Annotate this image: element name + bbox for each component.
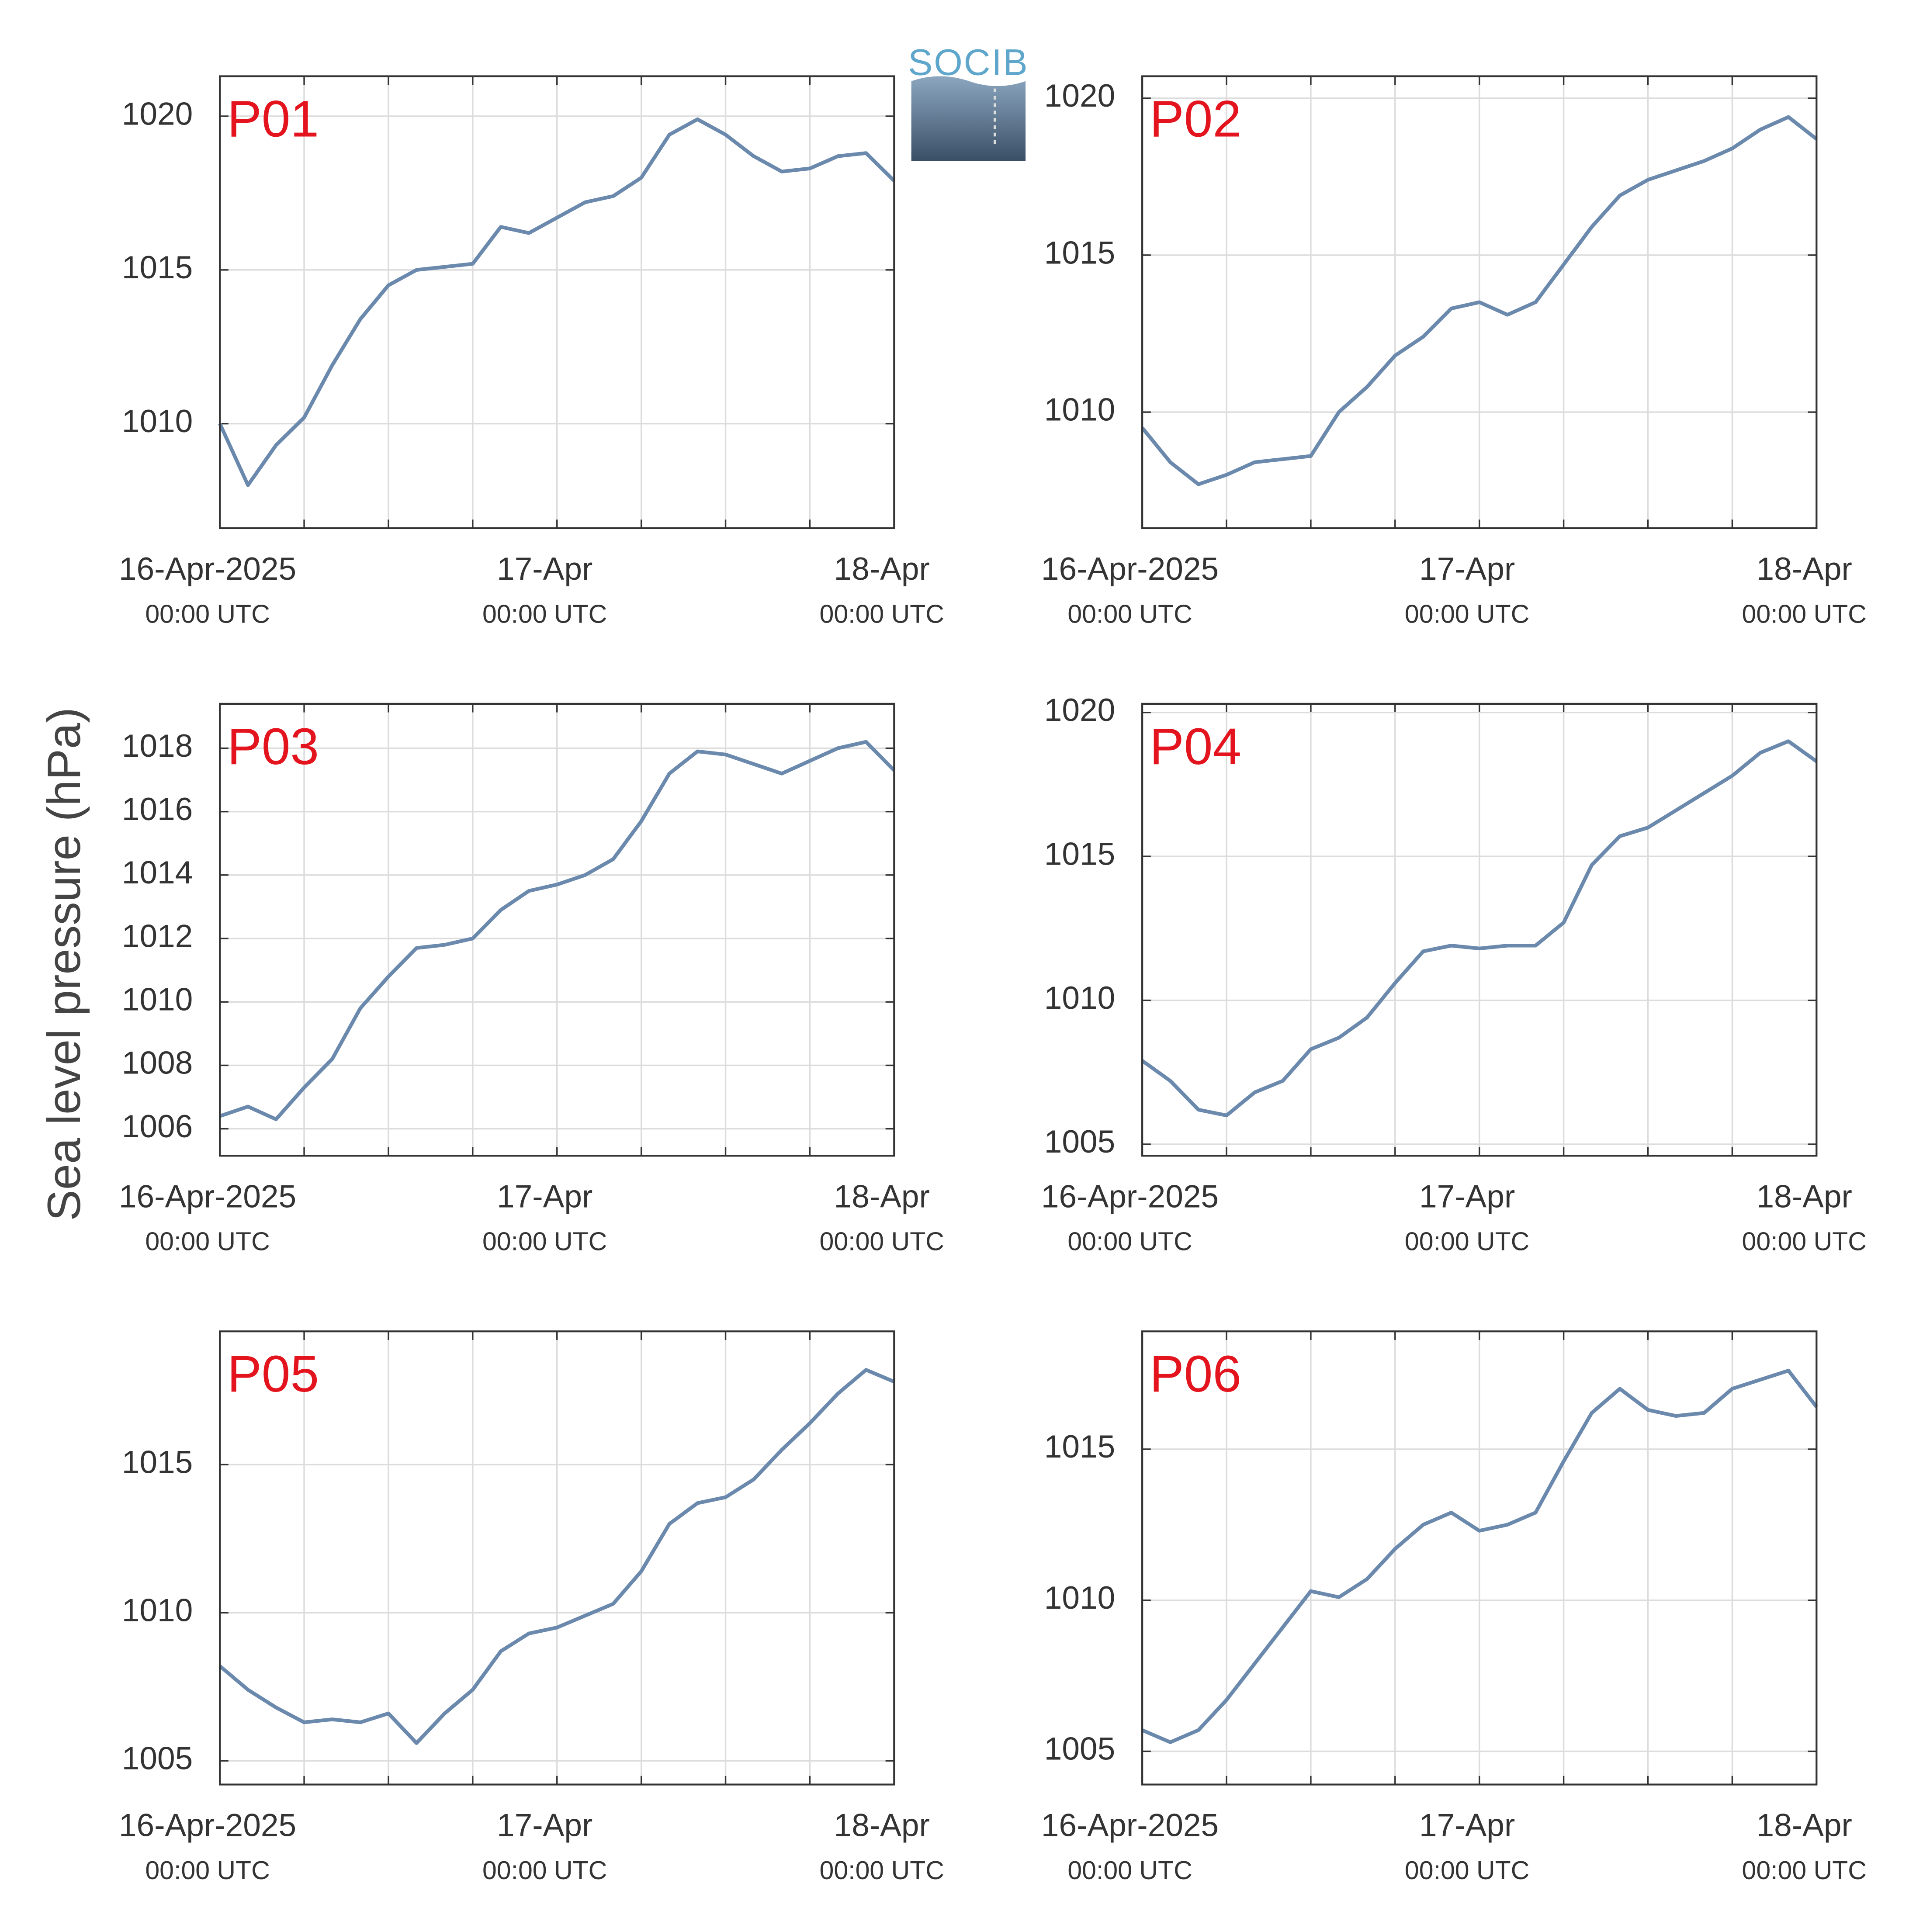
y-tick-label: 1015	[122, 1445, 193, 1480]
panel-title: P05	[227, 1345, 319, 1403]
series-line	[1140, 115, 1818, 486]
x-tick-label: 18-Apr 00:00 UTC	[1742, 1179, 1867, 1256]
x-tick-label: 17-Apr 00:00 UTC	[482, 1808, 607, 1885]
y-tick-label: 1010	[1044, 980, 1116, 1016]
y-tick-label: 1014	[122, 855, 193, 890]
x-tick-label: 16-Apr-2025 00:00 UTC	[1041, 1179, 1219, 1256]
y-tick-label: 1005	[1044, 1731, 1116, 1767]
subplot: 16-Apr-2025 00:00 UTC 17-Apr 00:00 UTC 18-Ap…	[1041, 75, 1867, 628]
y-tick-label: 1012	[122, 918, 193, 954]
y-tick-label: 1020	[122, 96, 193, 132]
panel-title: P04	[1150, 718, 1241, 776]
series-line	[218, 1368, 895, 1745]
y-tick-label: 1005	[122, 1741, 193, 1776]
x-tick-label: 16-Apr-2025 00:00 UTC	[119, 551, 296, 628]
x-tick-label: 17-Apr 00:00 UTC	[1405, 1808, 1529, 1885]
x-tick-label: 16-Apr-2025 00:00 UTC	[1041, 1808, 1219, 1885]
plot-frame	[219, 1330, 895, 1786]
y-tick-label: 1006	[122, 1109, 193, 1144]
panel-title: P02	[1150, 90, 1241, 148]
logo: SOCIB	[908, 42, 1029, 161]
x-tick-label: 18-Apr 00:00 UTC	[820, 1179, 944, 1256]
y-tick-label: 1005	[1044, 1124, 1116, 1160]
y-tick-label: 1016	[122, 792, 193, 827]
y-tick-label: 1015	[1044, 235, 1116, 270]
x-tick-label: 18-Apr 00:00 UTC	[820, 551, 944, 628]
x-tick-label: 17-Apr 00:00 UTC	[482, 1179, 607, 1256]
x-tick-label: 17-Apr 00:00 UTC	[482, 551, 607, 628]
series-line	[218, 117, 896, 487]
y-tick-label: 1015	[122, 250, 193, 285]
y-tick-label: 1018	[122, 728, 193, 764]
subplot: 16-Apr-2025 00:00 UTC 17-Apr 00:00 UTC 18-Ap…	[119, 703, 944, 1256]
panel-title: P01	[227, 90, 319, 148]
x-tick-label: 17-Apr 00:00 UTC	[1405, 1179, 1529, 1256]
x-tick-label: 18-Apr 00:00 UTC	[1742, 1808, 1867, 1885]
subplot: 16-Apr-2025 00:00 UTC 17-Apr 00:00 UTC 18-Ap…	[119, 75, 944, 628]
x-tick-label: 17-Apr 00:00 UTC	[1405, 551, 1529, 628]
logo-text: SOCIB	[908, 42, 1029, 83]
x-tick-label: 18-Apr 00:00 UTC	[820, 1808, 944, 1885]
subplot: 16-Apr-2025 00:00 UTC 17-Apr 00:00 UTC 18-Ap…	[1041, 692, 1867, 1256]
x-tick-label: 16-Apr-2025 00:00 UTC	[119, 1808, 296, 1885]
series-line	[219, 740, 896, 1122]
x-tick-label: 18-Apr 00:00 UTC	[1742, 551, 1867, 628]
logo-wave	[911, 76, 1026, 161]
y-tick-label: 1008	[122, 1046, 193, 1081]
x-tick-label: 16-Apr-2025 00:00 UTC	[119, 1179, 296, 1256]
plot-frame	[219, 703, 895, 1157]
y-axis-label: Sea level pressure (hPa)	[38, 707, 90, 1221]
y-tick-label: 1015	[1044, 836, 1116, 872]
plot-frame	[1141, 75, 1818, 530]
panel-title: P03	[227, 718, 319, 776]
plot-frame	[219, 75, 895, 530]
series-line	[1141, 1368, 1818, 1744]
y-tick-label: 1010	[122, 982, 193, 1018]
y-tick-label: 1010	[122, 404, 193, 439]
y-tick-label: 1020	[1044, 78, 1116, 114]
y-tick-label: 1010	[1044, 1580, 1116, 1616]
y-tick-label: 1020	[1044, 692, 1116, 728]
panel-title: P06	[1150, 1345, 1241, 1403]
subplot: 16-Apr-2025 00:00 UTC 17-Apr 00:00 UTC 18-Ap…	[119, 1330, 944, 1885]
y-tick-label: 1010	[1044, 392, 1116, 427]
y-tick-label: 1010	[122, 1593, 193, 1628]
series-line	[1141, 739, 1818, 1118]
plot-frame	[1141, 1330, 1818, 1786]
x-tick-label: 16-Apr-2025 00:00 UTC	[1041, 551, 1219, 628]
plot-frame	[1141, 703, 1818, 1157]
y-tick-label: 1015	[1044, 1429, 1116, 1465]
subplot: 16-Apr-2025 00:00 UTC 17-Apr 00:00 UTC 18-Ap…	[1041, 1330, 1867, 1885]
